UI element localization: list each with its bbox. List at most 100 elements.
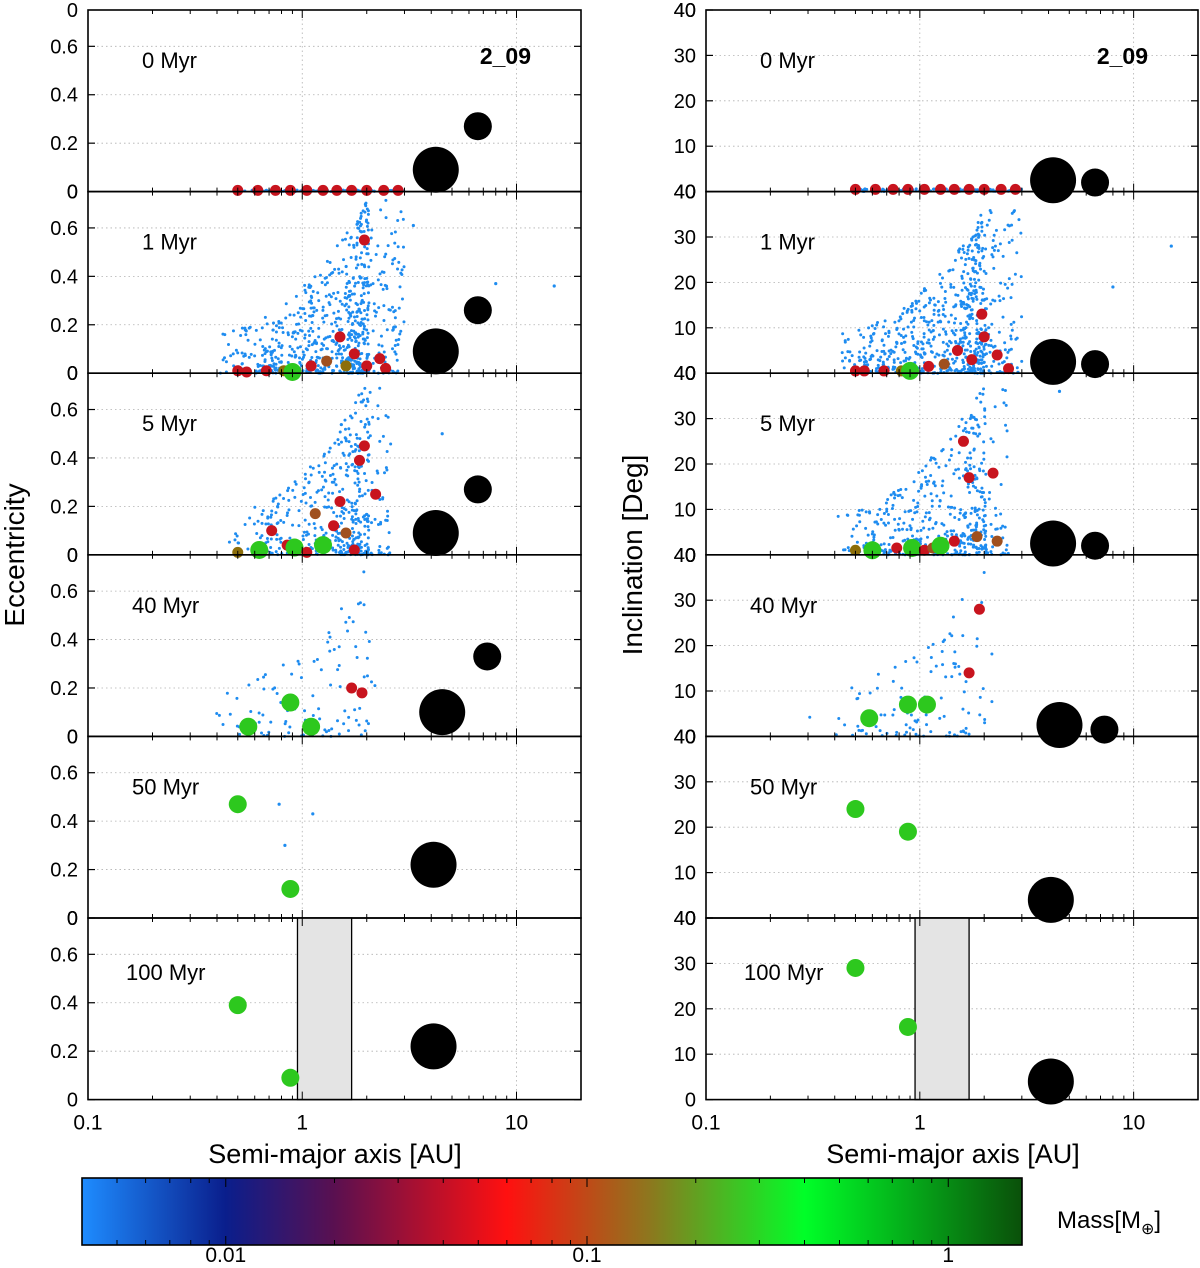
planetesimal-point xyxy=(938,716,942,720)
planetesimal-point xyxy=(885,507,889,511)
planetesimal-point xyxy=(363,524,367,528)
planetesimal-point xyxy=(356,280,360,284)
embryo-point xyxy=(228,996,247,1015)
planetesimal-point xyxy=(971,528,975,532)
planetesimal-point xyxy=(334,352,338,356)
planetesimal-point xyxy=(981,392,985,396)
planetesimal-point xyxy=(904,487,908,491)
planetesimal-point xyxy=(961,707,965,711)
planetesimal-point xyxy=(357,307,361,311)
planetesimal-point xyxy=(927,301,931,305)
planetesimal-point xyxy=(911,517,915,521)
planetesimal-point xyxy=(974,340,978,344)
planetesimal-point xyxy=(905,310,909,314)
planetesimal-point xyxy=(961,729,965,733)
planetesimal-point xyxy=(961,531,965,535)
planetesimal-point xyxy=(363,308,367,312)
planetesimal-point xyxy=(965,252,969,256)
planetesimal-point xyxy=(918,539,922,543)
planetesimal-point xyxy=(980,495,984,499)
planetesimal-point xyxy=(1006,223,1010,227)
planetesimal-point xyxy=(352,530,356,534)
planetesimal-point xyxy=(217,713,221,717)
panel-time-label: 1 Myr xyxy=(760,230,815,255)
planetesimal-point xyxy=(331,546,335,550)
planetesimal-point xyxy=(359,216,363,220)
planetesimal-point xyxy=(902,521,906,525)
planetesimal-point xyxy=(270,509,274,513)
planetesimal-point xyxy=(366,280,370,284)
planetesimal-point xyxy=(961,634,965,638)
planetesimal-point xyxy=(378,498,382,502)
planetesimal-point xyxy=(963,331,967,335)
planetesimal-point xyxy=(953,258,957,262)
embryo-point xyxy=(361,360,373,372)
planetesimal-point xyxy=(1003,228,1007,232)
planetesimal-point xyxy=(876,522,880,526)
y-tick-label: 0 xyxy=(67,363,78,385)
y-tick-label: 0.4 xyxy=(50,811,78,833)
y-tick-label: 0.4 xyxy=(50,993,78,1015)
planetesimal-point xyxy=(356,226,360,230)
planetesimal-point xyxy=(938,319,942,323)
embryo-point xyxy=(301,546,313,558)
planetesimal-point xyxy=(260,512,264,516)
planetesimal-point xyxy=(950,448,954,452)
planetesimal-point xyxy=(305,369,309,373)
planetesimal-point xyxy=(332,291,336,295)
planetesimal-point xyxy=(842,366,846,370)
planetesimal-point xyxy=(361,337,365,341)
planetesimal-point xyxy=(863,356,867,360)
planetesimal-point xyxy=(969,284,973,288)
planetesimal-point xyxy=(309,326,313,330)
planetesimal-point xyxy=(359,302,363,306)
planetesimal-point xyxy=(983,415,987,419)
planetesimal-point xyxy=(359,540,363,544)
planetesimal-point xyxy=(967,711,971,715)
planetesimal-point xyxy=(334,550,338,554)
planetesimal-point xyxy=(270,356,274,360)
colorbar-label-subscript: ⊕ xyxy=(1141,1221,1154,1238)
planetesimal-point xyxy=(879,518,883,522)
planetesimal-point xyxy=(983,721,987,725)
planetesimal-point xyxy=(973,243,977,247)
planetesimal-point xyxy=(249,352,253,356)
planetesimal-point xyxy=(356,263,360,267)
planetesimal-point xyxy=(1009,322,1013,326)
planetesimal-point xyxy=(982,365,986,369)
embryo-point xyxy=(948,535,960,547)
planetesimal-point xyxy=(381,497,385,501)
planetesimal-point xyxy=(931,337,935,341)
planetesimal-point xyxy=(949,368,953,372)
planetesimal-point xyxy=(1001,536,1005,540)
planetesimal-point xyxy=(929,730,933,734)
planetesimal-point xyxy=(354,522,358,526)
planetesimal-point xyxy=(1111,285,1115,289)
planetesimal-point xyxy=(982,457,986,461)
planetesimal-point xyxy=(328,635,332,639)
planetesimal-point xyxy=(949,282,953,286)
planetesimal-point xyxy=(934,664,938,668)
planetesimal-point xyxy=(359,400,363,404)
planetesimal-point xyxy=(906,307,910,311)
planetesimal-point xyxy=(349,236,353,240)
planetesimal-point xyxy=(393,241,397,245)
planetesimal-point xyxy=(316,291,320,295)
planetesimal-point xyxy=(322,454,326,458)
planetesimal-point xyxy=(855,540,859,544)
planetesimal-point xyxy=(261,509,265,513)
planetesimal-point xyxy=(347,729,351,733)
planetesimal-point xyxy=(919,340,923,344)
planetesimal-point xyxy=(315,490,319,494)
planetesimal-point xyxy=(334,297,338,301)
planetesimal-point xyxy=(1003,341,1007,345)
planetesimal-point xyxy=(397,337,401,341)
planetesimal-point xyxy=(942,308,946,312)
planetesimal-point xyxy=(287,508,291,512)
planetesimal-point xyxy=(978,713,982,717)
planetesimal-point xyxy=(901,527,905,531)
planetesimal-point xyxy=(921,519,925,523)
planetesimal-point xyxy=(275,692,279,696)
planetesimal-point xyxy=(973,270,977,274)
